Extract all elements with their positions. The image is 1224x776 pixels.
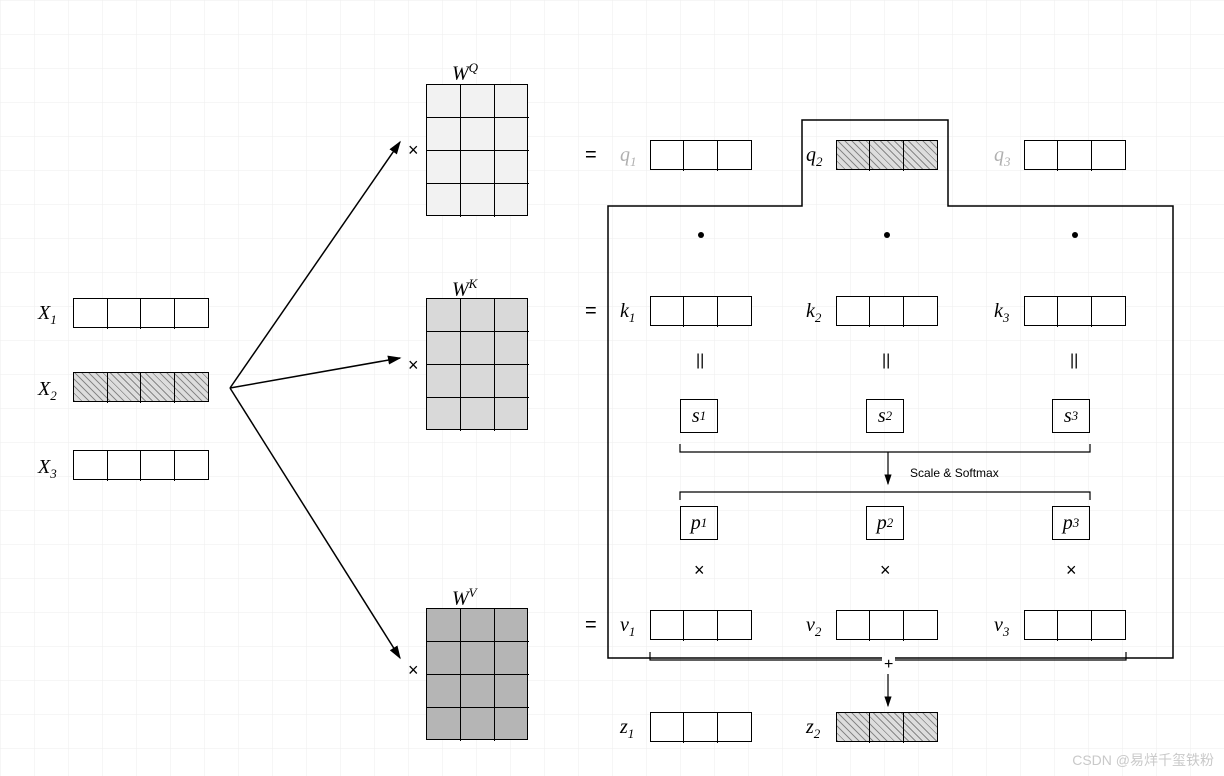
label-X3: X3 [38,456,57,482]
label-q2: q2 [806,144,823,170]
label-k2: k2 [806,300,821,326]
label-q3: q3 [994,144,1011,170]
box-p1: p1 [680,506,718,540]
vector-X2 [73,372,209,402]
vector-k3 [1024,296,1126,326]
vector-z2 [836,712,938,742]
vector-v2 [836,610,938,640]
label-k3: k3 [994,300,1009,326]
label-k1: k1 [620,300,635,326]
vector-X1 [73,298,209,328]
box-p3: p3 [1052,506,1090,540]
vector-q1 [650,140,752,170]
times-pv-t1: × [694,560,705,581]
scale-softmax-label: Scale & Softmax [910,466,999,480]
matrix-WQ [426,84,528,216]
vbar-b2: || [882,352,890,370]
label-X2: X2 [38,378,57,404]
vector-q2 [836,140,938,170]
vector-v3 [1024,610,1126,640]
vector-k2 [836,296,938,326]
dot-d2 [884,232,890,238]
label-X1: X1 [38,302,57,328]
matrix-WK [426,298,528,430]
vbar-b3: || [1070,352,1078,370]
times-pv-t3: × [1066,560,1077,581]
eq_k: = [585,300,597,323]
label-q1: q1 [620,144,637,170]
dot-d3 [1072,232,1078,238]
eq_v: = [585,614,597,637]
dot-d1 [698,232,704,238]
label-WV: WV [452,585,477,611]
times-pv-t2: × [880,560,891,581]
vector-k1 [650,296,752,326]
box-p2: p2 [866,506,904,540]
matrix-WV [426,608,528,740]
vector-q3 [1024,140,1126,170]
vbar-b1: || [696,352,704,370]
vector-v1 [650,610,752,640]
label-v1: v1 [620,614,635,640]
plus-op: + [882,656,895,674]
box-s2: s2 [866,399,904,433]
label-z2: z2 [806,716,820,742]
label-v2: v2 [806,614,821,640]
times-WV: × [408,660,419,681]
label-v3: v3 [994,614,1009,640]
label-WQ: WQ [452,60,478,86]
vector-X3 [73,450,209,480]
times-WQ: × [408,140,419,161]
vector-z1 [650,712,752,742]
box-s3: s3 [1052,399,1090,433]
diagram-root: { "canvas": { "w": 1224, "h": 776, "grid… [0,0,1224,776]
label-z1: z1 [620,716,634,742]
eq_q: = [585,144,597,167]
box-s1: s1 [680,399,718,433]
times-WK: × [408,355,419,376]
